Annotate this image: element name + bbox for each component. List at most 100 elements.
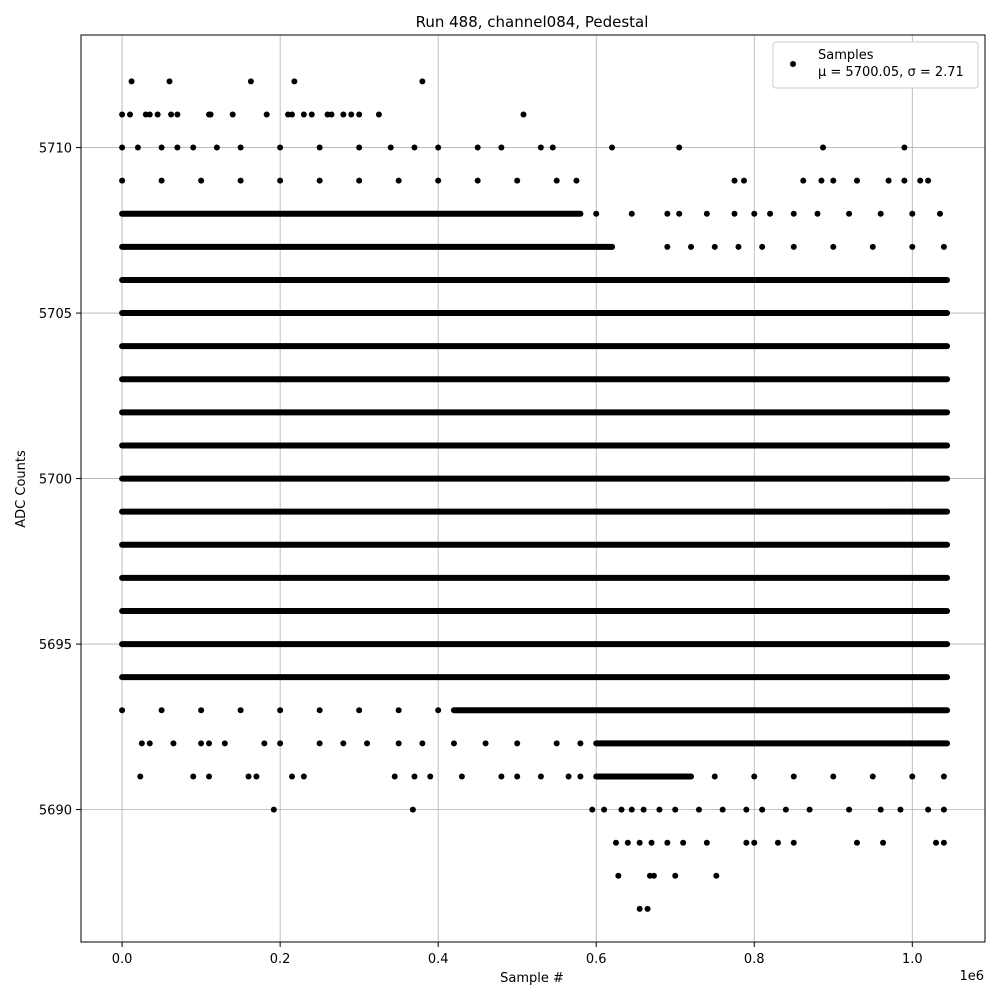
sample-point (146, 111, 153, 118)
sample-point (450, 740, 457, 747)
sample-point (711, 773, 718, 780)
sample-point (880, 839, 887, 846)
y-tick-label: 5705 (39, 307, 72, 322)
sample-point (820, 144, 827, 151)
sample-point (520, 111, 527, 118)
sample-point (134, 144, 141, 151)
sample-point (644, 905, 651, 912)
sample-point (119, 707, 126, 714)
sample-point (751, 210, 758, 217)
sample-point (356, 177, 363, 184)
sample-point (514, 177, 521, 184)
sample-point (474, 177, 481, 184)
x-tick-label: 0.4 (428, 952, 449, 967)
sample-point (419, 740, 426, 747)
sample-point (577, 773, 584, 780)
sample-point (933, 839, 940, 846)
sample-point (190, 773, 197, 780)
sample-point (790, 839, 797, 846)
sample-point (119, 144, 126, 151)
x-tick-label: 0.8 (744, 952, 765, 967)
sample-point (245, 773, 252, 780)
sample-point (263, 111, 270, 118)
legend-series-name: Samples (818, 48, 874, 63)
sample-point (672, 872, 679, 879)
sample-point (601, 806, 608, 813)
sample-point (846, 806, 853, 813)
sample-point (628, 210, 635, 217)
sample-point (356, 111, 363, 118)
sample-point (713, 872, 720, 879)
chart-title: Run 488, channel084, Pedestal (416, 13, 649, 31)
sample-point (609, 144, 616, 151)
sample-point (740, 177, 747, 184)
sample-point (411, 144, 418, 151)
sample-point (814, 210, 821, 217)
sample-point (800, 177, 807, 184)
sample-point (316, 707, 323, 714)
legend-marker (790, 61, 796, 67)
y-tick-label: 5700 (39, 473, 72, 488)
sample-point (648, 839, 655, 846)
sample-point (158, 144, 165, 151)
sample-point (221, 740, 228, 747)
sample-point (340, 740, 347, 747)
sample-point (909, 243, 916, 250)
sample-point (940, 773, 947, 780)
sample-point (300, 111, 307, 118)
sample-point (656, 806, 663, 813)
sample-point (435, 144, 442, 151)
sample-point (166, 78, 173, 85)
sample-point (300, 773, 307, 780)
sample-point (138, 740, 145, 747)
sample-point (247, 78, 254, 85)
sample-point (676, 144, 683, 151)
sample-point (395, 177, 402, 184)
sample-point (498, 773, 505, 780)
sample-point (806, 806, 813, 813)
sample-point (277, 177, 284, 184)
sample-point (901, 177, 908, 184)
sample-point (419, 78, 426, 85)
sample-point (618, 806, 625, 813)
sample-point (146, 740, 153, 747)
legend-stats-label: μ = 5700.05, σ = 2.71 (818, 65, 964, 80)
sample-point (735, 243, 742, 250)
sample-point (751, 773, 758, 780)
sample-point (565, 773, 572, 780)
sample-point (364, 740, 371, 747)
sample-point (573, 177, 580, 184)
sample-point (340, 111, 347, 118)
sample-point (170, 740, 177, 747)
sample-point (198, 707, 205, 714)
x-axis-offset-label: 1e6 (959, 969, 984, 984)
sample-point (628, 806, 635, 813)
sample-point (375, 111, 382, 118)
sample-point (680, 839, 687, 846)
sample-point (270, 806, 277, 813)
sample-point (277, 707, 284, 714)
sample-point (925, 806, 932, 813)
sample-point (909, 773, 916, 780)
sample-point (328, 111, 335, 118)
sample-point (356, 707, 363, 714)
sample-point (553, 740, 560, 747)
x-tick-label: 1.0 (902, 952, 923, 967)
sample-point (818, 177, 825, 184)
sample-point (612, 839, 619, 846)
sample-point (126, 111, 133, 118)
sample-point (549, 144, 556, 151)
sample-point (782, 806, 789, 813)
sample-point (672, 806, 679, 813)
sample-point (213, 144, 220, 151)
sample-point (731, 177, 738, 184)
sample-point (206, 773, 213, 780)
sample-point (751, 839, 758, 846)
sample-point (288, 111, 295, 118)
sample-point (288, 773, 295, 780)
sample-point (206, 740, 213, 747)
y-axis-label: ADC Counts (14, 450, 29, 528)
sample-point (348, 111, 355, 118)
sample-point (514, 773, 521, 780)
